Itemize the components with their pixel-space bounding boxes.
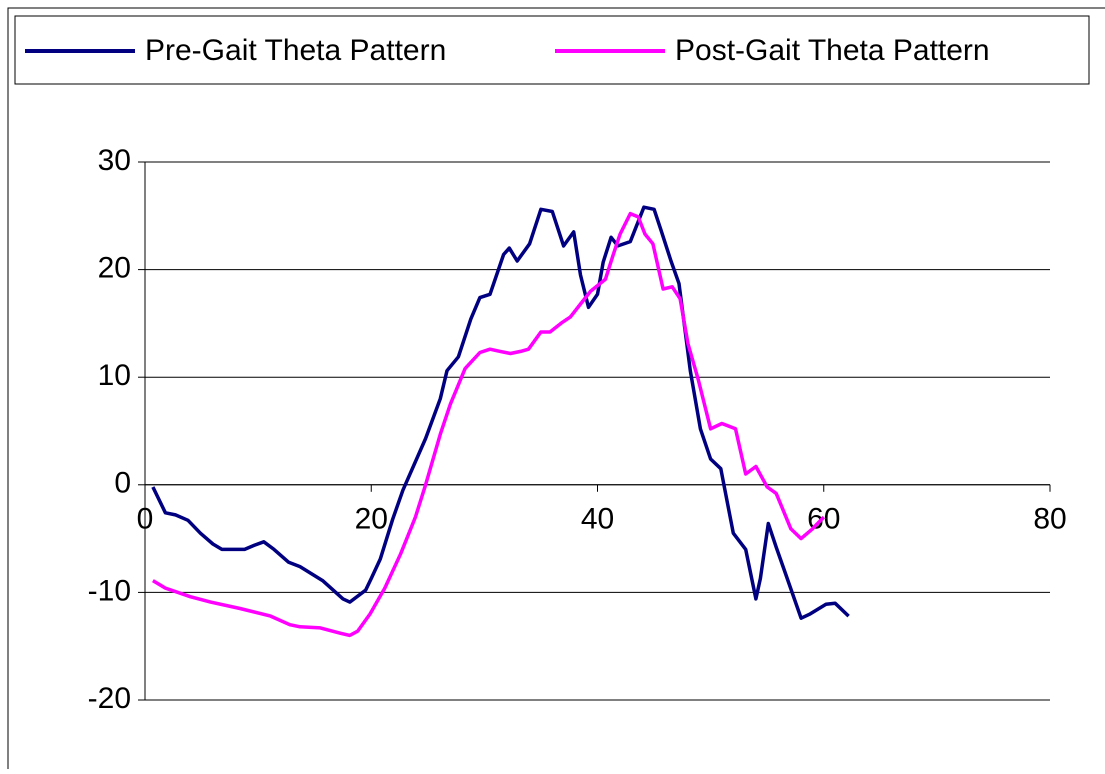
- y-tick-label: -10: [88, 574, 131, 607]
- x-tick-label: 40: [581, 503, 614, 536]
- y-tick-label: 10: [98, 359, 131, 392]
- y-tick-label: 0: [114, 467, 131, 500]
- legend-box: [14, 15, 1090, 85]
- legend-label: Post-Gait Theta Pattern: [675, 34, 990, 67]
- x-tick-label: 20: [355, 503, 388, 536]
- x-tick-label: 0: [137, 503, 154, 536]
- chart-frame: [7, 7, 1105, 774]
- series-line: [151, 205, 850, 620]
- y-tick-label: 20: [98, 252, 131, 285]
- y-tick-label: 30: [98, 144, 131, 177]
- x-tick-label: 80: [1033, 503, 1066, 536]
- series-line: [151, 211, 826, 638]
- y-tick-label: -20: [88, 682, 131, 715]
- legend-label: Pre-Gait Theta Pattern: [145, 34, 446, 67]
